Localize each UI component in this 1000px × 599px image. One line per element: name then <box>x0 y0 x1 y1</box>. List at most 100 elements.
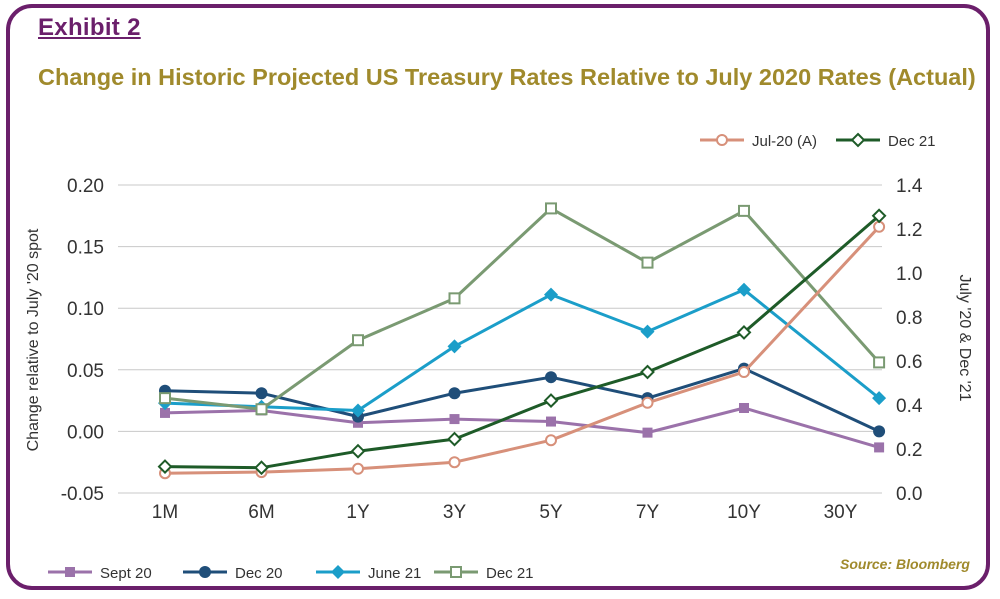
series-lines <box>157 202 887 480</box>
legend-label: Dec 20 <box>235 565 283 582</box>
legend-label: Jul-20 (A) <box>752 133 817 150</box>
data-point <box>447 339 462 354</box>
y-right-tick-label: 1.4 <box>896 176 923 197</box>
data-point <box>543 393 559 409</box>
series-line <box>164 214 881 470</box>
data-point <box>640 324 655 339</box>
data-point <box>157 459 173 475</box>
data-point <box>353 417 363 428</box>
data-point <box>871 208 887 224</box>
data-point <box>873 220 886 233</box>
x-tick-label: 30Y <box>824 502 858 523</box>
data-point <box>739 402 749 413</box>
data-point <box>352 334 364 347</box>
data-point <box>448 292 461 305</box>
data-point <box>546 416 556 427</box>
y-right-tick-label: 0.2 <box>896 440 922 461</box>
legend-bottom-item: Dec 20 <box>183 565 283 582</box>
x-tick-label: 1M <box>152 502 178 523</box>
legends: Jul-20 (A) Dec 21 Sept 20 Dec 20 June 21 Dec … <box>48 132 936 582</box>
data-point <box>449 414 460 425</box>
legend-bottom-item: June 21 <box>316 565 421 582</box>
x-tick-label: 10Y <box>727 502 761 523</box>
data-point <box>873 425 886 438</box>
legend-label: Dec 21 <box>486 565 534 582</box>
data-point <box>640 364 655 380</box>
y-left-tick-label: 0.05 <box>67 361 104 382</box>
data-point <box>160 407 170 418</box>
data-point <box>351 403 365 418</box>
legend-bottom-item: Dec 21 <box>434 565 534 582</box>
y-left-tick-label: 0.00 <box>67 422 104 443</box>
data-point <box>642 427 653 438</box>
y-right-axis-title: July '20 & Dec '21 <box>956 274 973 401</box>
data-point <box>545 371 557 384</box>
y-right-tick-label: 0.0 <box>896 484 922 505</box>
y-right-tick-label: 0.6 <box>896 352 922 373</box>
legend-marker <box>850 132 866 148</box>
legend-marker <box>716 134 728 146</box>
data-point <box>352 462 364 475</box>
legend-label: June 21 <box>368 565 421 582</box>
series-line <box>164 225 881 475</box>
series-4 <box>159 220 886 480</box>
grid-lines <box>118 184 882 494</box>
legend-top-item: Jul-20 (A) <box>700 133 817 150</box>
data-point <box>872 391 887 406</box>
y-right-tick-label: 0.4 <box>896 396 923 417</box>
data-point <box>254 460 269 476</box>
x-tick-label: 5Y <box>539 502 563 523</box>
legend-marker <box>331 565 345 579</box>
data-point <box>641 256 654 269</box>
exhibit-frame <box>6 4 990 590</box>
axes: -0.05 0.00 0.05 0.10 0.15 0.20 0.0 0.2 0.4 0.6 0.8… <box>25 176 973 523</box>
data-point <box>350 443 366 459</box>
chart-title: Change in Historic Projected US Treasury… <box>38 64 976 90</box>
data-point <box>738 366 750 378</box>
data-point <box>737 282 751 297</box>
legend-marker <box>65 567 75 577</box>
series-3 <box>159 202 886 416</box>
data-point <box>641 396 654 409</box>
data-point <box>159 392 171 405</box>
series-line <box>164 288 881 412</box>
y-right-tick-label: 0.8 <box>896 308 922 329</box>
x-tick-label: 7Y <box>636 502 660 523</box>
y-left-tick-label: -0.05 <box>61 484 104 505</box>
data-point <box>873 356 886 369</box>
data-point <box>255 403 268 416</box>
data-point <box>736 324 752 340</box>
data-point <box>544 287 558 302</box>
y-right-tick-label: 1.0 <box>896 264 922 285</box>
series-line <box>164 406 880 449</box>
legend-top-item: Dec 21 <box>836 132 936 150</box>
legend-marker <box>450 566 462 578</box>
x-tick-label: 3Y <box>443 502 467 523</box>
x-tick-label: 1Y <box>346 502 370 523</box>
data-point <box>874 442 885 453</box>
series-5 <box>157 208 887 476</box>
legend-label: Dec 21 <box>888 133 936 150</box>
y-right-tick-label: 1.2 <box>896 220 922 241</box>
data-point <box>448 456 461 469</box>
legend-bottom-item: Sept 20 <box>48 565 152 582</box>
x-tick-label: 6M <box>248 502 274 523</box>
exhibit-label: Exhibit 2 <box>38 14 141 41</box>
data-point <box>255 387 268 400</box>
source-note: Source: Bloomberg <box>840 556 970 572</box>
data-point <box>448 387 461 400</box>
data-point <box>545 434 557 447</box>
data-point <box>447 431 462 447</box>
data-point <box>545 202 557 215</box>
legend-marker <box>199 566 211 578</box>
y-left-axis-title: Change relative to July '20 spot <box>25 228 42 451</box>
series-1 <box>159 362 886 438</box>
series-0 <box>160 402 885 453</box>
y-left-tick-label: 0.20 <box>67 176 104 197</box>
series-line <box>164 206 881 411</box>
data-point <box>738 204 750 217</box>
y-left-tick-label: 0.15 <box>67 238 104 259</box>
y-left-tick-label: 0.10 <box>67 299 104 320</box>
legend-label: Sept 20 <box>100 565 152 582</box>
